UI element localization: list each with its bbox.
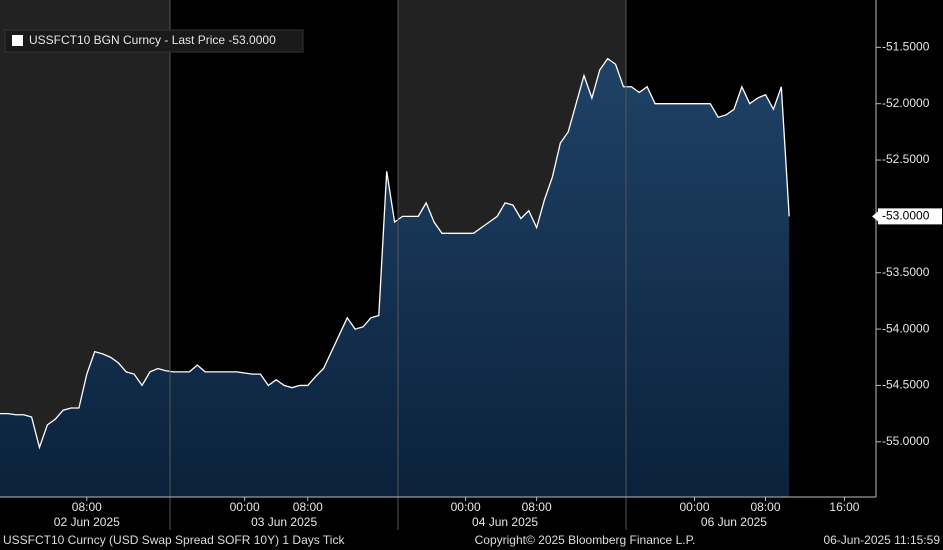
- legend-swatch: [12, 35, 23, 46]
- x-tick-label: 00:00: [230, 500, 260, 514]
- x-date-label: 06 Jun 2025: [701, 515, 767, 529]
- last-price-label: -53.0000: [882, 209, 930, 223]
- plot: [0, 57, 790, 497]
- x-date-label: 03 Jun 2025: [251, 515, 317, 529]
- legend-label: USSFCT10 BGN Curncy - Last Price -53.000…: [29, 33, 276, 47]
- y-tick-label: -51.5000: [882, 40, 930, 54]
- legend: [4, 29, 304, 53]
- y-tick-label: -54.0000: [882, 321, 930, 335]
- footer: [0, 531, 943, 550]
- price-line: [0, 57, 790, 450]
- footer-center: Copyright© 2025 Bloomberg Finance L.P.: [475, 533, 696, 547]
- x-tick-label: 08:00: [293, 500, 323, 514]
- x-tick-label: 08:00: [750, 500, 780, 514]
- y-tick-label: -52.5000: [882, 152, 930, 166]
- y-tick-label: -53.5000: [882, 265, 930, 279]
- x-tick-label: 00:00: [679, 500, 709, 514]
- x-tick-label: 08:00: [522, 500, 552, 514]
- y-tick-label: -52.0000: [882, 96, 930, 110]
- x-tick-label: 08:00: [72, 500, 102, 514]
- x-date-label: 04 Jun 2025: [472, 515, 538, 529]
- footer-right: 06-Jun-2025 11:15:59: [823, 533, 940, 547]
- last-price-pointer: [872, 211, 878, 222]
- x-tick-label: 00:00: [451, 500, 481, 514]
- x-date-label: 02 Jun 2025: [54, 515, 120, 529]
- area-fill: [0, 58, 790, 497]
- last-price-tag: [878, 208, 942, 225]
- y-tick-label: -54.5000: [882, 378, 930, 392]
- footer-left: USSFCT10 Curncy (USD Swap Spread SOFR 10…: [3, 533, 345, 547]
- y-tick-label: -55.0000: [882, 434, 930, 448]
- x-tick-label: 16:00: [829, 500, 859, 514]
